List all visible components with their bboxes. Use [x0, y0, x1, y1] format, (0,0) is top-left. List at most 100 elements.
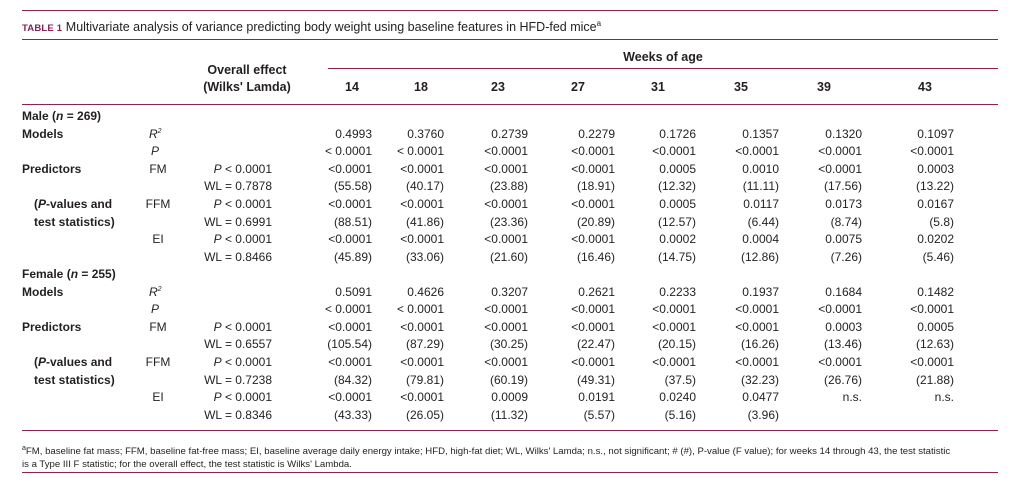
male-ffm-name: FFM [145, 197, 171, 211]
female-p-week-31: <0.0001 [652, 302, 696, 317]
table-label: TABLE 1 [22, 23, 63, 35]
female-ffm-p-week-23: <0.0001 [484, 355, 528, 369]
female-r2-label: R2 [149, 284, 162, 299]
female-ei-p-week-27: 0.0191 [578, 390, 615, 405]
female-p-week-23: <0.0001 [484, 302, 528, 317]
male-note-part: -values and [46, 197, 113, 211]
male-ei-p-week-23: <0.0001 [484, 232, 528, 247]
male-ffm-p-week-31: 0.0005 [659, 197, 696, 211]
female-r2-week-14: 0.5091 [335, 284, 372, 299]
male-group-title-part: n [56, 109, 64, 123]
male-ffm-stat-week-14: (88.51) [333, 214, 372, 229]
table-title-footnote-mark: a [596, 19, 602, 28]
male-ffm-p-week-23: <0.0001 [484, 197, 528, 211]
male-ffm-p-week-14: <0.0001 [328, 197, 372, 211]
female-fm-stat-week-31: (20.15) [657, 337, 696, 352]
female-ffm-stat-week-43: (21.88) [915, 372, 954, 387]
male-r2-week-27: 0.2279 [578, 126, 615, 141]
male-note-line-2: test statistics) [34, 214, 115, 229]
female-r2-label-superscript: 2 [157, 285, 162, 293]
female-fm-stat-week-27: (22.47) [576, 337, 615, 352]
weeks-of-age-header: Weeks of age [623, 50, 703, 64]
male-group-title-part: Male ( [22, 109, 57, 123]
female-fm-p-week-35: <0.0001 [735, 319, 779, 334]
male-ffm-p-week-35: 0.0117 [743, 197, 779, 211]
female-ei-overall-p-value: < 0.0001 [221, 390, 272, 405]
male-fm-stat-week-27: (18.91) [576, 179, 615, 194]
female-ei-p-week-35: 0.0477 [742, 390, 779, 405]
female-ffm-p-week-18: <0.0001 [400, 355, 444, 369]
female-r2-week-43: 0.1482 [917, 284, 954, 299]
week-header-35: 35 [734, 80, 748, 94]
female-fm-p-week-23: <0.0001 [484, 319, 528, 334]
week-header-14: 14 [345, 80, 359, 94]
footnote-line-2: is a Type III F statistic; for the overa… [22, 459, 352, 471]
female-ei-p-week-18: <0.0001 [400, 390, 444, 405]
female-fm-stat-week-23: (30.25) [489, 337, 528, 352]
female-ffm-p-week-43: <0.0001 [910, 355, 954, 369]
female-ei-stat-week-35: (3.96) [747, 407, 779, 422]
male-fm-p-week-39: <0.0001 [818, 161, 862, 176]
female-group-title-part: n [70, 267, 79, 281]
female-fm-overall-p-value: < 0.0001 [221, 319, 272, 334]
male-ei-name: EI [152, 232, 164, 247]
male-p-week-31: <0.0001 [652, 144, 696, 159]
male-ei-stat-week-35: (12.86) [740, 249, 779, 264]
female-group-title-part: = 255) [78, 267, 116, 281]
female-ei-overall-wl: WL = 0.8346 [204, 407, 272, 422]
male-ffm-stat-week-31: (12.57) [657, 214, 696, 229]
table-caption: TABLE 1 Multivariate analysis of varianc… [22, 19, 601, 34]
female-fm-overall-p: P < 0.0001 [214, 320, 272, 334]
male-ffm-overall-p: P < 0.0001 [214, 197, 272, 211]
male-ffm-overall-wl: WL = 0.6991 [204, 214, 272, 229]
female-fm-p-week-14: <0.0001 [328, 319, 372, 334]
female-r2-week-31: 0.2233 [659, 284, 696, 299]
male-ei-stat-week-27: (16.46) [576, 249, 615, 264]
male-r2-week-14: 0.4993 [335, 126, 372, 141]
male-fm-p-week-18: <0.0001 [400, 161, 444, 176]
male-fm-stat-week-43: (13.22) [915, 179, 954, 194]
male-r2-label: R2 [149, 126, 162, 141]
female-note-line-2: test statistics) [34, 372, 115, 387]
male-fm-stat-week-35: (11.11) [742, 179, 779, 194]
bottom-rule [22, 472, 998, 473]
male-ffm-p-week-18: <0.0001 [400, 197, 444, 211]
female-ffm-p-week-39: <0.0001 [818, 355, 862, 369]
male-fm-stat-week-14: (55.58) [333, 179, 372, 194]
male-p-week-23: <0.0001 [484, 144, 528, 159]
overall-effect-header: Overall effect [207, 63, 287, 77]
week-header-31: 31 [651, 80, 665, 94]
female-r2-week-23: 0.3207 [491, 284, 528, 299]
female-ei-stat-week-23: (11.32) [490, 407, 528, 422]
female-ei-overall-p: P < 0.0001 [214, 390, 272, 404]
female-ffm-stat-week-27: (49.31) [576, 372, 615, 387]
male-ei-overall-p-value: < 0.0001 [221, 232, 272, 247]
female-p-label: P [151, 302, 160, 317]
male-fm-p-week-14: <0.0001 [328, 161, 372, 176]
female-ffm-stat-week-14: (84.32) [333, 372, 372, 387]
male-fm-p-week-23: <0.0001 [484, 161, 528, 176]
male-ei-overall-p-symbol: P [213, 232, 222, 247]
male-group-title: Male (n = 269) [22, 109, 101, 123]
female-ei-stat-week-27: (5.57) [583, 407, 615, 422]
female-r2-week-27: 0.2621 [578, 284, 615, 299]
male-ffm-stat-week-23: (23.36) [489, 214, 528, 229]
female-ffm-overall-wl: WL = 0.7238 [204, 372, 272, 387]
female-fm-overall-p-symbol: P [213, 319, 222, 334]
female-ei-p-week-14: <0.0001 [328, 390, 372, 405]
female-predictors-label: Predictors [22, 319, 82, 334]
female-p-week-27: <0.0001 [571, 302, 615, 317]
footnote-line-1: aFM, baseline fat mass; FFM, baseline fa… [22, 445, 951, 458]
female-ffm-p-week-35: <0.0001 [735, 355, 779, 369]
female-ei-p-week-31: 0.0240 [659, 390, 696, 405]
female-fm-stat-week-35: (16.26) [740, 337, 779, 352]
overall-effect-subheader: (Wilks' Lamda) [203, 80, 291, 94]
male-fm-overall-p-symbol: P [213, 161, 222, 176]
male-r2-week-35: 0.1357 [742, 126, 779, 141]
male-ei-stat-week-31: (14.75) [657, 249, 696, 264]
male-ffm-stat-week-43: (5.8) [929, 214, 954, 229]
female-ei-p-week-23: 0.0009 [491, 390, 528, 405]
male-ei-stat-week-43: (5.46) [922, 249, 954, 264]
male-note-line-1: (P-values and [34, 197, 112, 211]
female-fm-p-week-27: <0.0001 [571, 319, 615, 334]
